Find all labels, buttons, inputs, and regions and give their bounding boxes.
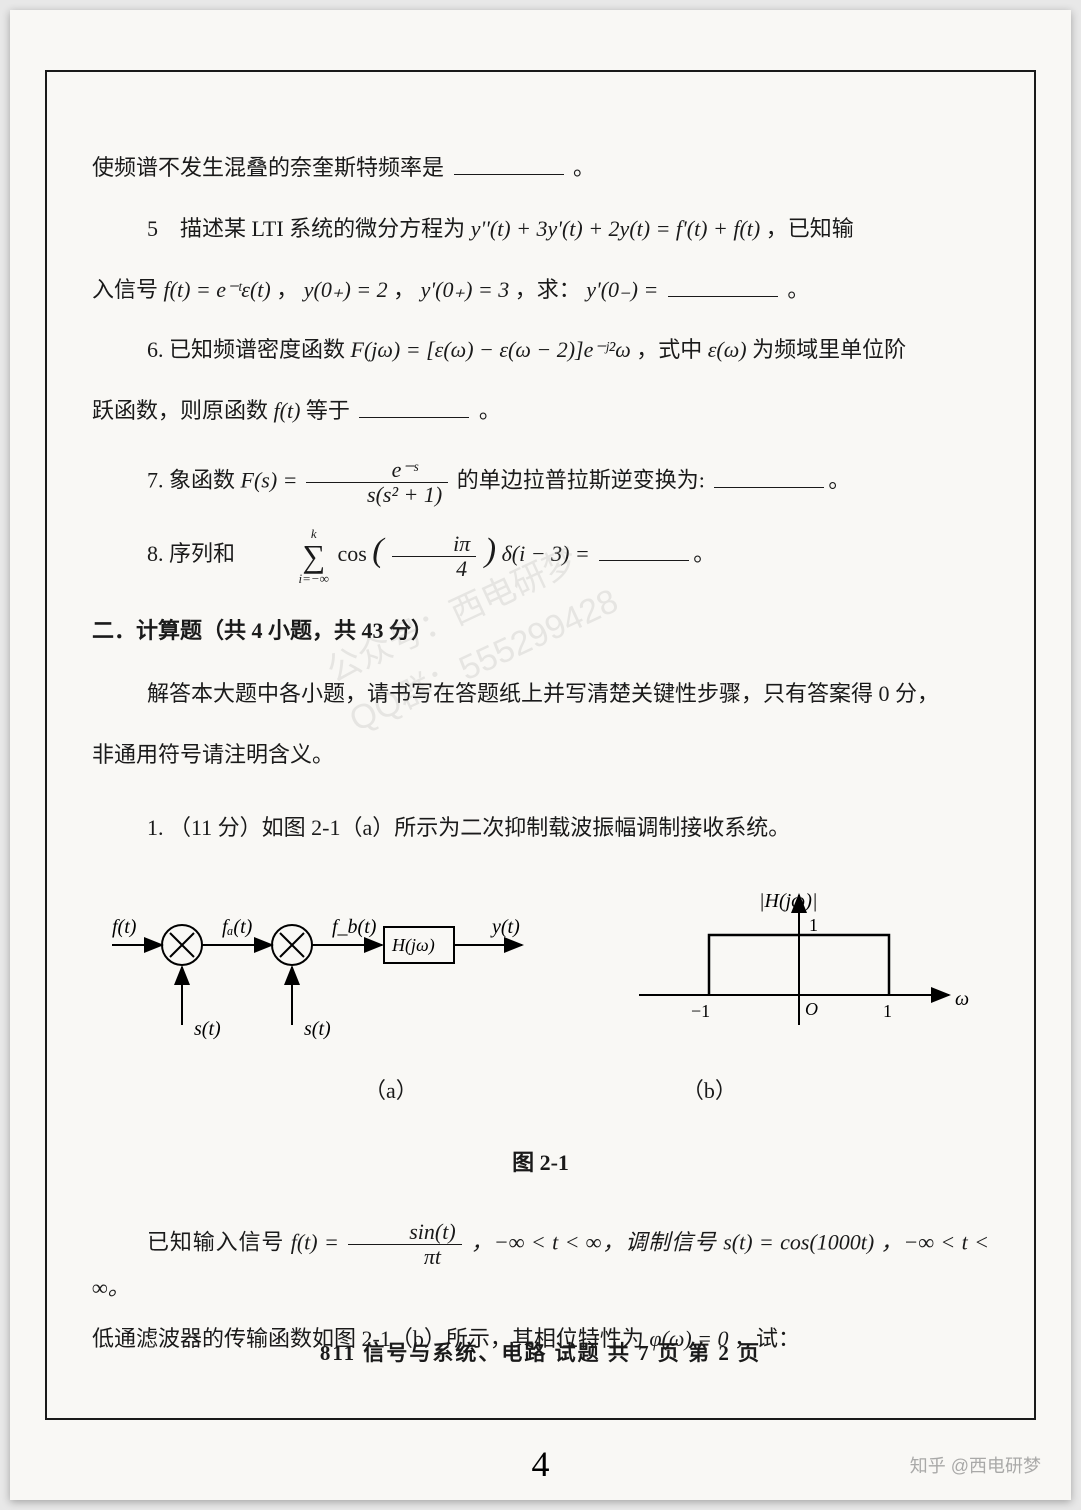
content-body: 公众号：西电研梦 QQ群：555299428 使频谱不发生混叠的奈奎斯特频率是 … — [92, 142, 989, 1366]
q5-y0: y(0₊) = 2 — [304, 277, 388, 302]
summation: k ∑ i=−∞ — [244, 527, 329, 585]
label-H: H(jω) — [391, 935, 435, 956]
q5-ode: y''(t) + 3y'(t) + 2y(t) = f'(t) + f(t) — [471, 216, 761, 241]
text: 7. 象函数 — [147, 468, 241, 493]
text: ， — [276, 277, 304, 302]
blank-field — [599, 539, 689, 561]
label-yt: y(t) — [490, 916, 520, 938]
content-frame: 公众号：西电研梦 QQ群：555299428 使频谱不发生混叠的奈奎斯特频率是 … — [45, 70, 1036, 1420]
section-2-title: 二．计算题（共 4 小题，共 43 分） — [92, 605, 989, 658]
denominator: s(s² + 1) — [306, 483, 448, 507]
text: ， — [393, 277, 421, 302]
label-st1: s(t) — [194, 1018, 221, 1040]
sec2-instr-1: 解答本大题中各小题，请书写在答题纸上并写清楚关键性步骤，只有答案得 0 分， — [92, 668, 989, 721]
q8-delta: δ(i − 3) = — [502, 541, 596, 566]
text: 使频谱不发生混叠的奈奎斯特频率是 — [92, 155, 444, 180]
q7-fs: F(s) = — [241, 468, 304, 493]
line-nyquist: 使频谱不发生混叠的奈奎斯特频率是 。 — [92, 142, 989, 195]
filter-diagram-b: |H(jω)| 1 −1 O 1 ω — [619, 885, 979, 1055]
text: 6. 已知频谱密度函数 — [147, 337, 351, 362]
block-diagram-a: f(t) fₐ(t) f_b(t) H(jω) y(t) s(t) s(t) — [102, 885, 542, 1055]
q6-line2: 跃函数，则原函数 f(t) 等于 。 — [92, 385, 989, 438]
subfig-a: （a） — [364, 1065, 418, 1118]
figure-caption: 图 2-1 — [92, 1137, 989, 1190]
blank-field — [359, 396, 469, 418]
exam-page: 公众号：西电研梦 QQ群：555299428 使频谱不发生混叠的奈奎斯特频率是 … — [10, 10, 1071, 1500]
label-ft: f(t) — [112, 916, 137, 938]
q5-yp0: y'(0₊) = 3 — [421, 277, 510, 302]
text: ，−∞ < t < ∞，调制信号 — [471, 1230, 723, 1255]
blank-field — [714, 466, 824, 488]
label-fbt: f_b(t) — [332, 916, 377, 938]
lparen-icon: ( — [372, 532, 383, 569]
q5-suffix: ，已知输 — [766, 216, 854, 241]
blank-field — [454, 153, 564, 175]
q5-line2: 入信号 f(t) = e⁻ᵗε(t) ， y(0₊) = 2 ， y'(0₊) … — [92, 264, 989, 317]
label-st2: s(t) — [304, 1018, 331, 1040]
blank-field — [668, 275, 778, 297]
text: 为频域里单位阶 — [752, 337, 906, 362]
label-omega: ω — [955, 988, 969, 1010]
q5-prefix: 5 描述某 LTI 系统的微分方程为 — [147, 216, 471, 241]
rparen-icon: ) — [485, 532, 496, 569]
sigma-icon: ∑ — [244, 540, 329, 572]
label-neg1: −1 — [691, 1001, 710, 1021]
q5-signal: f(t) = e⁻ᵗε(t) — [164, 277, 271, 302]
numerator: e⁻ˢ — [306, 458, 448, 483]
sum-lower: i=−∞ — [244, 572, 329, 585]
sec2-instr-2: 非通用符号请注明含义。 — [92, 729, 989, 782]
denominator: 4 — [392, 557, 476, 581]
cos: cos — [337, 541, 366, 566]
text: 已知输入信号 — [147, 1230, 291, 1255]
numerator: sin(t) — [348, 1220, 461, 1245]
label-one: 1 — [809, 915, 818, 935]
text: 入信号 — [92, 277, 164, 302]
denominator: πt — [348, 1245, 461, 1269]
q5-line1: 5 描述某 LTI 系统的微分方程为 y''(t) + 3y'(t) + 2y(… — [92, 203, 989, 256]
text: ，式中 — [636, 337, 708, 362]
sinc-fraction: sin(t) πt — [348, 1220, 461, 1269]
text: 8. 序列和 — [147, 541, 241, 566]
q2-1: 1. （11 分）如图 2-1（a）所示为二次抑制载波振幅调制接收系统。 — [92, 802, 989, 855]
zhihu-attribution: 知乎 @西电研梦 — [910, 1452, 1041, 1478]
subfig-labels: （a） （b） — [92, 1065, 989, 1118]
q6-line1: 6. 已知频谱密度函数 F(jω) = [ε(ω) − ε(ω − 2)]e⁻ʲ… — [92, 324, 989, 377]
label-pos1: 1 — [883, 1001, 892, 1021]
label-Hjw: |H(jω)| — [759, 890, 817, 912]
q7-fraction: e⁻ˢ s(s² + 1) — [306, 458, 448, 507]
label-fat: fₐ(t) — [222, 916, 253, 938]
q6-eq: F(jω) = [ε(ω) − ε(ω − 2)]e⁻ʲ²ω — [351, 337, 631, 362]
st-eq: s(t) = cos(1000t) — [723, 1230, 874, 1255]
watermark-line2: QQ群：555299428 — [341, 575, 628, 747]
label-O: O — [805, 999, 818, 1019]
page-footer: 811 信号与系统、电路 试题 共 7 页 第 2 页 — [47, 1328, 1034, 1378]
ft-eq: f(t) = — [291, 1230, 346, 1255]
text: ，求： — [515, 277, 587, 302]
numerator: iπ — [392, 532, 476, 557]
q2-1-given: 已知输入信号 f(t) = sin(t) πt ，−∞ < t < ∞，调制信号… — [92, 1220, 989, 1305]
q7: 7. 象函数 F(s) = e⁻ˢ s(s² + 1) 的单边拉普拉斯逆变换为:… — [92, 458, 989, 507]
text: 的单边拉普拉斯逆变换为: — [457, 468, 705, 493]
q8-fraction: iπ 4 — [392, 532, 476, 581]
q8: 8. 序列和 k ∑ i=−∞ cos ( iπ 4 ) δ(i − 3) = … — [92, 527, 989, 585]
subfig-b: （b） — [682, 1065, 737, 1118]
text: 等于 — [306, 398, 350, 423]
q5-ask: y'(0₋) = — [586, 277, 664, 302]
figure-row: f(t) fₐ(t) f_b(t) H(jω) y(t) s(t) s(t) — [92, 885, 989, 1055]
q6-ft: f(t) — [274, 398, 301, 423]
text: 跃函数，则原函数 — [92, 398, 274, 423]
q6-eps: ε(ω) — [708, 337, 747, 362]
